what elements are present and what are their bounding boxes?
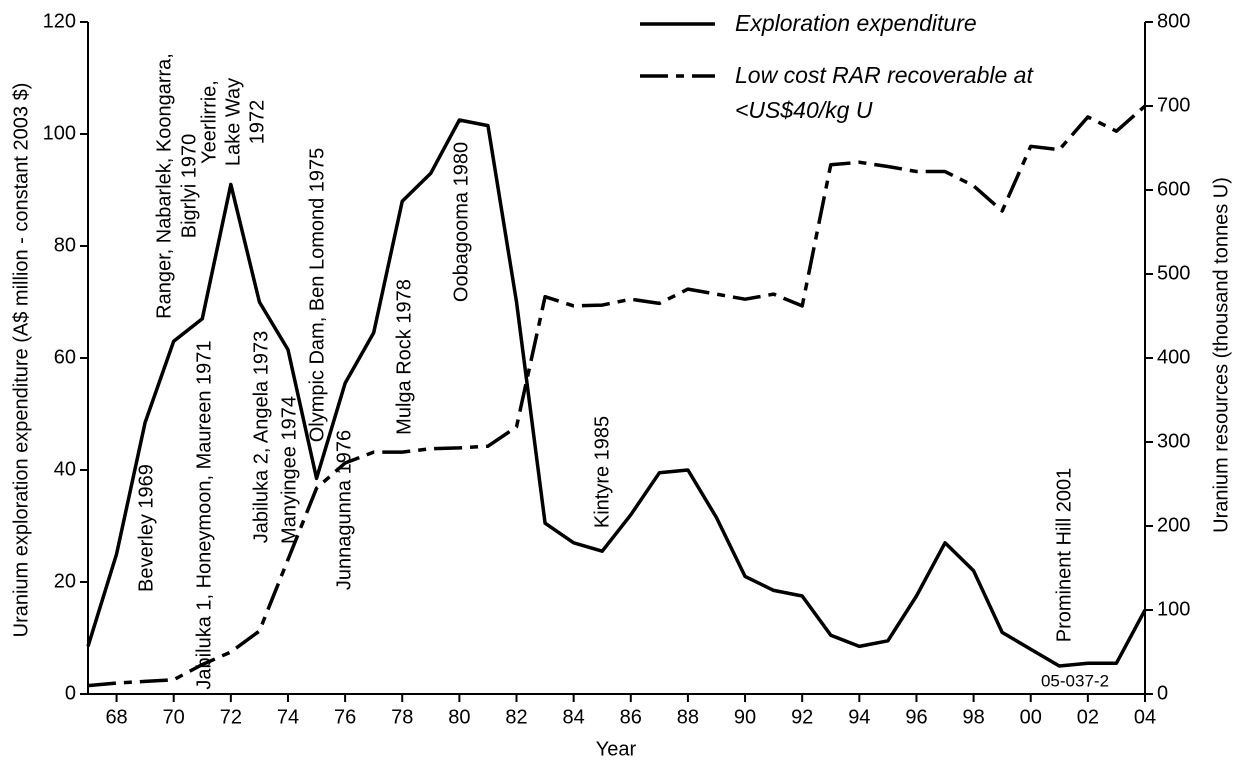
annotation: Oobagooma 1980 (450, 142, 472, 302)
x-tick-label: 86 (620, 706, 642, 728)
annotation: Jabiluka 2, Angela 1973 (250, 331, 272, 543)
x-tick-label: 98 (962, 706, 984, 728)
y2-tick-label: 0 (1157, 682, 1168, 704)
annotation: Manyingee 1974 (278, 396, 300, 544)
x-tick-label: 72 (220, 706, 242, 728)
x-tick-label: 94 (848, 706, 870, 728)
x-axis-label: Year (596, 738, 637, 760)
data-line (87, 104, 1147, 688)
y-tick-label: 0 (65, 682, 76, 704)
y-tick-label: 20 (54, 570, 76, 592)
legend-label: Exploration expenditure (735, 10, 977, 36)
y-tick-label: 60 (54, 346, 76, 368)
x-tick-label: 74 (277, 706, 299, 728)
legend-label: Low cost RAR recoverable at <US$40/kg U (735, 62, 1033, 123)
data-line (86, 118, 1147, 668)
x-tick-label: 76 (334, 706, 356, 728)
x-tick-label: 70 (163, 706, 185, 728)
x-tick-label: 92 (791, 706, 813, 728)
x-tick-label: 88 (677, 706, 699, 728)
annotation: Jabiluka 1, Honeymoon, Maureen 1971 (193, 340, 215, 689)
x-tick-label: 00 (1020, 706, 1042, 728)
y2-axis-label: Uranium resources (thousand tonnes U) (1210, 177, 1232, 533)
annotation: Mulga Rock 1978 (393, 279, 415, 435)
annotation: Ranger, Nabarlek, Koongarra, (153, 53, 175, 319)
y-tick-label: 100 (43, 122, 76, 144)
x-tick-label: 96 (905, 706, 927, 728)
x-tick-label: 04 (1134, 706, 1156, 728)
annotation: Lake Way (222, 78, 244, 166)
annotation: Beverley 1969 (135, 464, 157, 592)
y2-tick-label: 700 (1157, 94, 1190, 116)
annotation: Junnagunna 1976 (333, 430, 355, 590)
y2-tick-label: 600 (1157, 178, 1190, 200)
annotation: Kintyre 1985 (591, 416, 613, 528)
x-tick-label: 84 (563, 706, 585, 728)
y2-tick-label: 300 (1157, 430, 1190, 452)
annotation: Prominent Hill 2001 (1053, 468, 1075, 643)
y2-tick-label: 500 (1157, 262, 1190, 284)
x-tick-label: 90 (734, 706, 756, 728)
x-tick-label: 82 (505, 706, 527, 728)
x-tick-label: 80 (448, 706, 470, 728)
y-axis-label: Uranium exploration expenditure (A$ mill… (10, 83, 32, 638)
y2-tick-label: 100 (1157, 598, 1190, 620)
annotation: Yeerlirrie, (198, 80, 220, 164)
figure-code: 05-037-2 (1041, 671, 1109, 690)
annotation: 1972 (246, 100, 268, 145)
y-tick-label: 80 (54, 234, 76, 256)
y2-tick-label: 800 (1157, 10, 1190, 32)
y2-tick-label: 200 (1157, 514, 1190, 536)
annotation: Bigrlyi 1970 (178, 134, 200, 239)
x-tick-label: 02 (1077, 706, 1099, 728)
y-tick-label: 40 (54, 458, 76, 480)
y2-tick-label: 400 (1157, 346, 1190, 368)
x-tick-label: 68 (105, 706, 127, 728)
annotation: Olympic Dam, Ben Lomond 1975 (306, 148, 328, 443)
x-tick-label: 78 (391, 706, 413, 728)
y-tick-label: 120 (43, 10, 76, 32)
